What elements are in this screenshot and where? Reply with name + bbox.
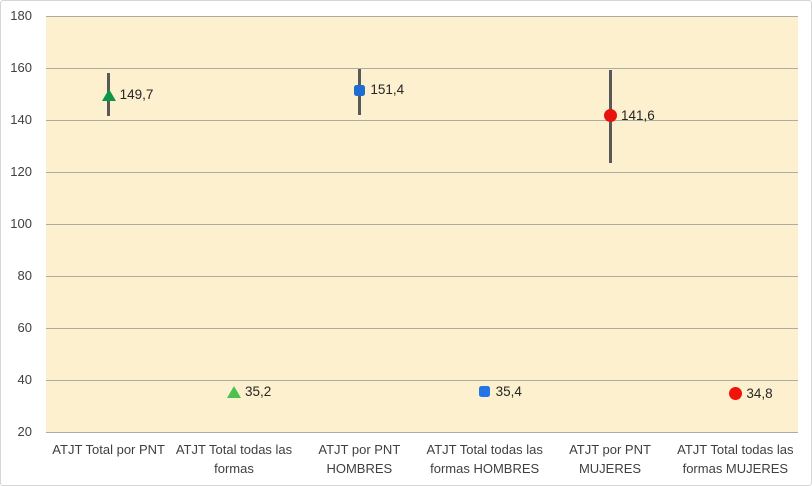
y-tick-label: 40 — [17, 372, 32, 387]
gridline-y-60 — [46, 328, 798, 329]
gridline-y-40 — [46, 380, 798, 381]
data-point-label: 141,6 — [621, 107, 655, 123]
x-category-label: ATJT por PNT HOMBRES — [318, 442, 401, 476]
y-tick-label: 60 — [17, 320, 32, 335]
square-marker — [353, 84, 365, 96]
circle-marker — [728, 387, 742, 401]
y-tick-label: 120 — [10, 164, 32, 179]
y-tick-label: 80 — [17, 268, 32, 283]
gridline-y-160 — [46, 68, 798, 69]
data-point-label: 35,2 — [245, 384, 272, 400]
y-tick-label: 140 — [10, 112, 32, 127]
data-point-label: 34,8 — [746, 385, 773, 401]
y-tick-label: 160 — [10, 60, 32, 75]
data-point-label: 35,4 — [495, 383, 522, 399]
x-category-label: ATJT por PNT MUJERES — [569, 442, 651, 476]
gridline-y-140 — [46, 120, 798, 121]
square-marker — [479, 386, 491, 398]
y-tick-label: 100 — [10, 216, 32, 231]
gridline-y-80 — [46, 276, 798, 277]
triangle-marker — [101, 88, 116, 101]
data-point-label: 151,4 — [370, 82, 405, 98]
gridline-y-180 — [46, 16, 798, 17]
x-category-label: ATJT Total todas las formas MUJERES — [677, 442, 794, 476]
gridline-y-20 — [46, 432, 798, 433]
y-tick-label: 180 — [10, 8, 32, 23]
x-category-label: ATJT Total por PNT — [52, 442, 165, 457]
x-category-label: ATJT Total todas las formas HOMBRES — [426, 442, 543, 476]
data-point-label: 149,7 — [119, 86, 154, 102]
gridline-y-100 — [46, 224, 798, 225]
gridline-y-120 — [46, 172, 798, 173]
x-category-label: ATJT Total todas las formas — [175, 442, 293, 476]
circle-marker — [603, 109, 617, 123]
triangle-marker — [227, 386, 241, 399]
y-tick-label: 20 — [17, 424, 32, 439]
